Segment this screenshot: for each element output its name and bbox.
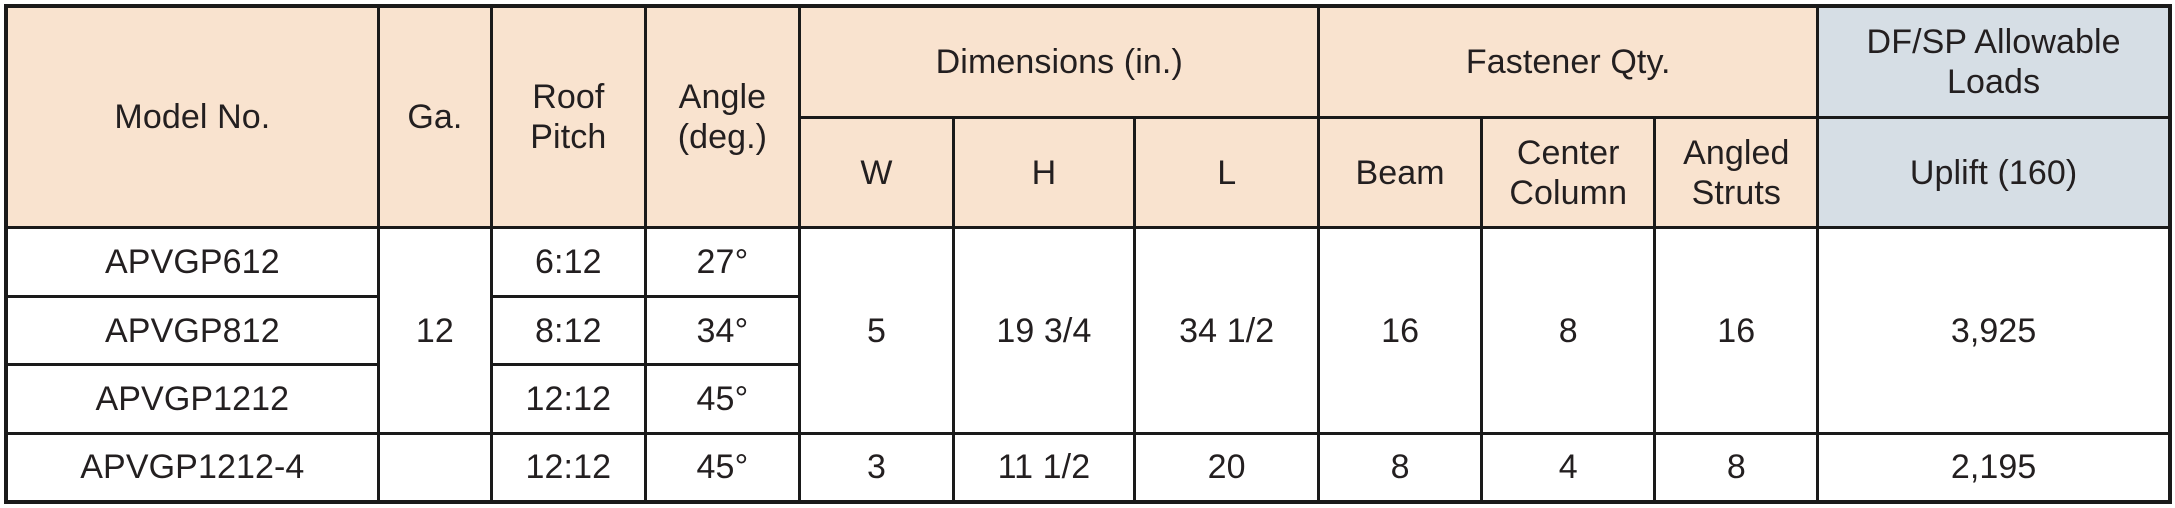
cell-l-merged: 34 1/2 (1133, 226, 1321, 435)
cell-h-merged: 19 3/4 (951, 226, 1137, 435)
roof-pitch-label-line1: Roof (532, 78, 605, 117)
header-row-secondary: W H L Beam Center Column Angled Struts U… (6, 115, 2172, 230)
cell-beam-merged: 16 (1317, 226, 1483, 435)
cell-roof-pitch: 12:12 (490, 431, 647, 504)
group-header-dimensions: Dimensions (in.) (798, 4, 1321, 119)
roof-pitch-label-line2: Pitch (530, 118, 607, 157)
column-header-w: W (798, 115, 955, 230)
angle-label-line2: (deg.) (677, 118, 768, 157)
cell-w: 3 (798, 431, 955, 504)
column-header-roof-pitch: Roof Pitch (490, 4, 647, 230)
column-header-l: L (1133, 115, 1321, 230)
table-row: APVGP812 8:12 34° (4, 294, 2170, 367)
cell-model-no: APVGP1212 (4, 363, 380, 435)
cell-roof-pitch: 8:12 (490, 294, 647, 367)
cell-angle: 27° (643, 226, 802, 298)
column-header-gauge: Ga. (376, 4, 494, 230)
model-specification-table: Model No. Ga. Roof Pitch Angle (deg.) Di… (4, 4, 2172, 504)
header-row-primary: Model No. Ga. Roof Pitch Angle (deg.) Di… (4, 4, 2172, 230)
group-header-df-sp-allowable-loads: DF/SP Allowable Loads (1816, 4, 2172, 119)
column-header-uplift: Uplift (160) (1816, 115, 2172, 230)
cell-uplift-merged: 3,925 (1816, 226, 2172, 435)
column-header-center-column: Center Column (1479, 115, 1657, 230)
df-sp-label-line1: DF/SP Allowable (1866, 22, 2121, 61)
cell-center-column: 4 (1479, 431, 1657, 504)
cell-angle: 45° (643, 363, 802, 435)
angle-label-line1: Angle (678, 78, 767, 117)
cell-angled-struts-merged: 16 (1653, 226, 1820, 435)
df-sp-label-line2: Loads (1947, 62, 2041, 101)
angled-struts-label-line1: Angled (1683, 133, 1790, 172)
cell-roof-pitch: 12:12 (490, 363, 647, 435)
cell-model-no: APVGP1212-4 (4, 431, 380, 504)
column-header-angled-struts: Angled Struts (1653, 115, 1820, 230)
table-row: APVGP612 12 6:12 27° 5 19 3/4 34 1/2 16 … (4, 226, 2172, 435)
cell-angled-struts: 8 (1653, 431, 1820, 504)
cell-roof-pitch: 6:12 (490, 226, 647, 298)
table-row: APVGP1212-4 12:12 45° 3 11 1/2 20 8 4 8 … (4, 431, 2172, 504)
cell-gauge (376, 431, 494, 504)
table-row: APVGP1212 12:12 45° (4, 363, 2170, 435)
column-header-h: H (951, 115, 1137, 230)
center-column-label-line2: Column (1509, 173, 1628, 212)
column-header-beam: Beam (1317, 115, 1483, 230)
cell-w-merged: 5 (798, 226, 955, 435)
center-column-label-line1: Center (1516, 133, 1620, 172)
cell-model-no: APVGP612 (4, 226, 380, 298)
cell-angle: 34° (643, 294, 802, 367)
cell-angle: 45° (643, 431, 802, 504)
angled-struts-label-line2: Struts (1691, 173, 1782, 212)
group-header-fastener-qty: Fastener Qty. (1317, 4, 1820, 119)
column-header-model-no: Model No. (4, 4, 380, 230)
cell-center-column-merged: 8 (1479, 226, 1657, 435)
cell-h: 11 1/2 (951, 431, 1137, 504)
cell-model-no: APVGP812 (4, 294, 380, 367)
cell-l: 20 (1133, 431, 1321, 504)
cell-beam: 8 (1317, 431, 1483, 504)
cell-gauge-merged: 12 (376, 226, 494, 435)
column-header-angle: Angle (deg.) (643, 4, 802, 230)
cell-uplift: 2,195 (1816, 431, 2172, 504)
